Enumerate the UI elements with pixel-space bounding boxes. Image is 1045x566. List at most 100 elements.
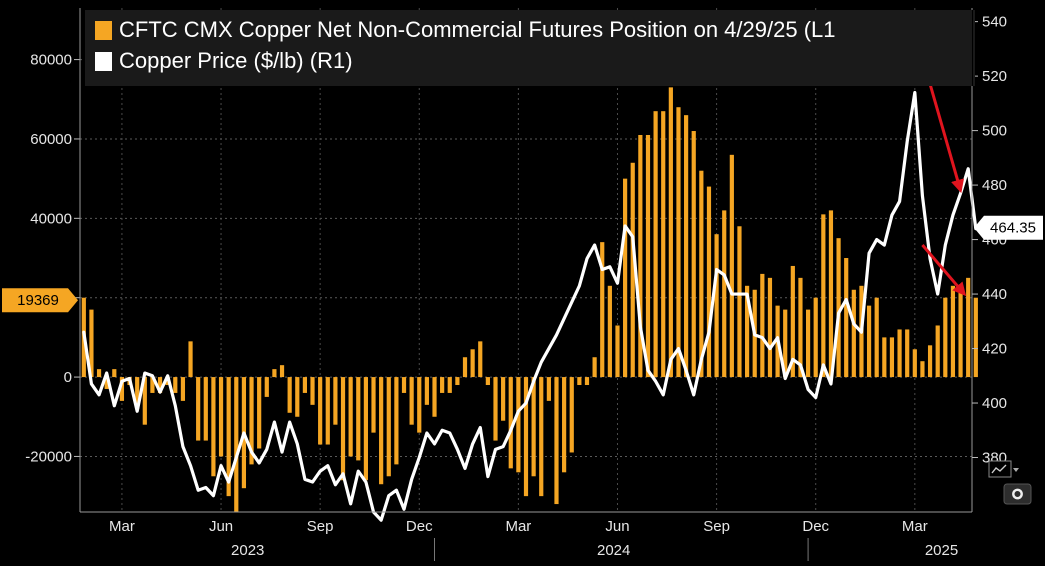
x-axis-month-label: Mar [902, 518, 928, 535]
position-bar [493, 377, 498, 441]
position-bar [645, 134, 651, 378]
settings-icon[interactable] [1003, 483, 1032, 505]
position-bar [836, 238, 841, 378]
position-bar [440, 377, 445, 393]
left-axis-tick-label: 60000 [30, 131, 72, 148]
position-bar [615, 325, 620, 378]
position-bar [295, 377, 300, 417]
position-bar [714, 234, 719, 378]
position-bar [889, 337, 895, 378]
position-bar [432, 377, 437, 417]
x-axis-month-label: Dec [406, 518, 433, 535]
position-bar [592, 357, 597, 378]
position-bar [798, 277, 803, 378]
position-bar [920, 361, 925, 378]
position-bar [508, 377, 513, 469]
position-bar [180, 377, 186, 401]
position-bar [218, 377, 224, 457]
position-bar [135, 377, 140, 409]
position-bar [935, 325, 940, 378]
position-bar [790, 265, 795, 378]
left-axis-tick-label: 0 [64, 369, 72, 386]
position-bar [874, 297, 879, 378]
position-bar [188, 341, 193, 378]
x-axis-year-label: 2023 [231, 542, 264, 559]
position-bar [485, 377, 490, 386]
position-bar [119, 377, 125, 401]
last-value-bar-label: 19369 [17, 292, 59, 309]
position-bar [249, 377, 254, 465]
position-bar [851, 289, 856, 378]
position-bar [264, 377, 269, 397]
ui-layer: 19369 464.35 [2, 215, 1043, 505]
position-bar [691, 131, 696, 378]
position-bar [455, 377, 460, 386]
legend-layer: CFTC CMX Copper Net Non-Commercial Futur… [85, 10, 975, 86]
position-bar [417, 377, 422, 433]
axis-layer: -200000200004000060000800003804004204404… [25, 8, 1007, 561]
position-bar [363, 377, 368, 481]
position-bar [600, 242, 605, 378]
position-bar [745, 285, 750, 378]
position-bar [973, 297, 978, 378]
position-bar [89, 309, 94, 378]
x-axis-year-label: 2024 [597, 542, 630, 559]
position-bar [211, 377, 216, 477]
position-bar [173, 377, 178, 393]
position-bar [333, 377, 338, 425]
position-bar [401, 377, 407, 393]
position-bar [676, 107, 681, 378]
legend-label: CFTC CMX Copper Net Non-Commercial Futur… [119, 17, 836, 42]
position-bar [958, 285, 963, 378]
trend-arrow-annotation [926, 75, 965, 194]
x-axis-month-label: Jun [605, 518, 629, 535]
legend-clip [972, 10, 973, 86]
position-bar [501, 377, 506, 421]
position-bar [318, 377, 323, 445]
last-value-price-label: 464.35 [990, 220, 1036, 237]
position-bar [699, 170, 704, 378]
position-bar [630, 162, 635, 378]
position-bar [607, 285, 612, 378]
position-bar [554, 377, 559, 505]
position-bar [356, 377, 361, 461]
position-bar [409, 377, 414, 425]
position-bar [196, 377, 201, 441]
position-bar [729, 154, 734, 378]
position-bar [157, 377, 163, 393]
position-bar [828, 210, 834, 378]
x-axis-month-label: Jun [209, 518, 233, 535]
position-bar [447, 377, 452, 393]
position-bar [897, 329, 902, 378]
position-bar [760, 273, 765, 378]
x-axis-month-label: Dec [802, 518, 829, 535]
position-bar [638, 134, 643, 378]
right-axis-tick-label: 420 [982, 341, 1007, 358]
copper-price-line [82, 90, 986, 522]
position-bar [348, 377, 353, 457]
position-bar [531, 377, 536, 477]
position-bar [539, 377, 544, 497]
position-bar [325, 377, 330, 445]
chart-menu-icon[interactable] [988, 460, 1019, 478]
right-axis-tick-label: 500 [982, 123, 1007, 140]
left-axis-tick-label: 80000 [30, 52, 72, 69]
position-bar [310, 377, 315, 405]
position-bar [623, 178, 628, 378]
last-value-tag-price [974, 215, 1043, 240]
legend-box [85, 10, 975, 86]
right-axis-tick-label: 520 [982, 68, 1007, 85]
position-bar [340, 377, 346, 481]
x-axis-month-label: Mar [505, 518, 531, 535]
position-bar [470, 349, 475, 378]
left-axis-tick-label: -20000 [25, 448, 72, 465]
position-bar [844, 258, 849, 378]
position-bar [905, 329, 910, 378]
position-bar [546, 377, 551, 401]
position-bar [821, 214, 826, 378]
position-bar [966, 277, 971, 378]
position-bar [950, 285, 956, 378]
